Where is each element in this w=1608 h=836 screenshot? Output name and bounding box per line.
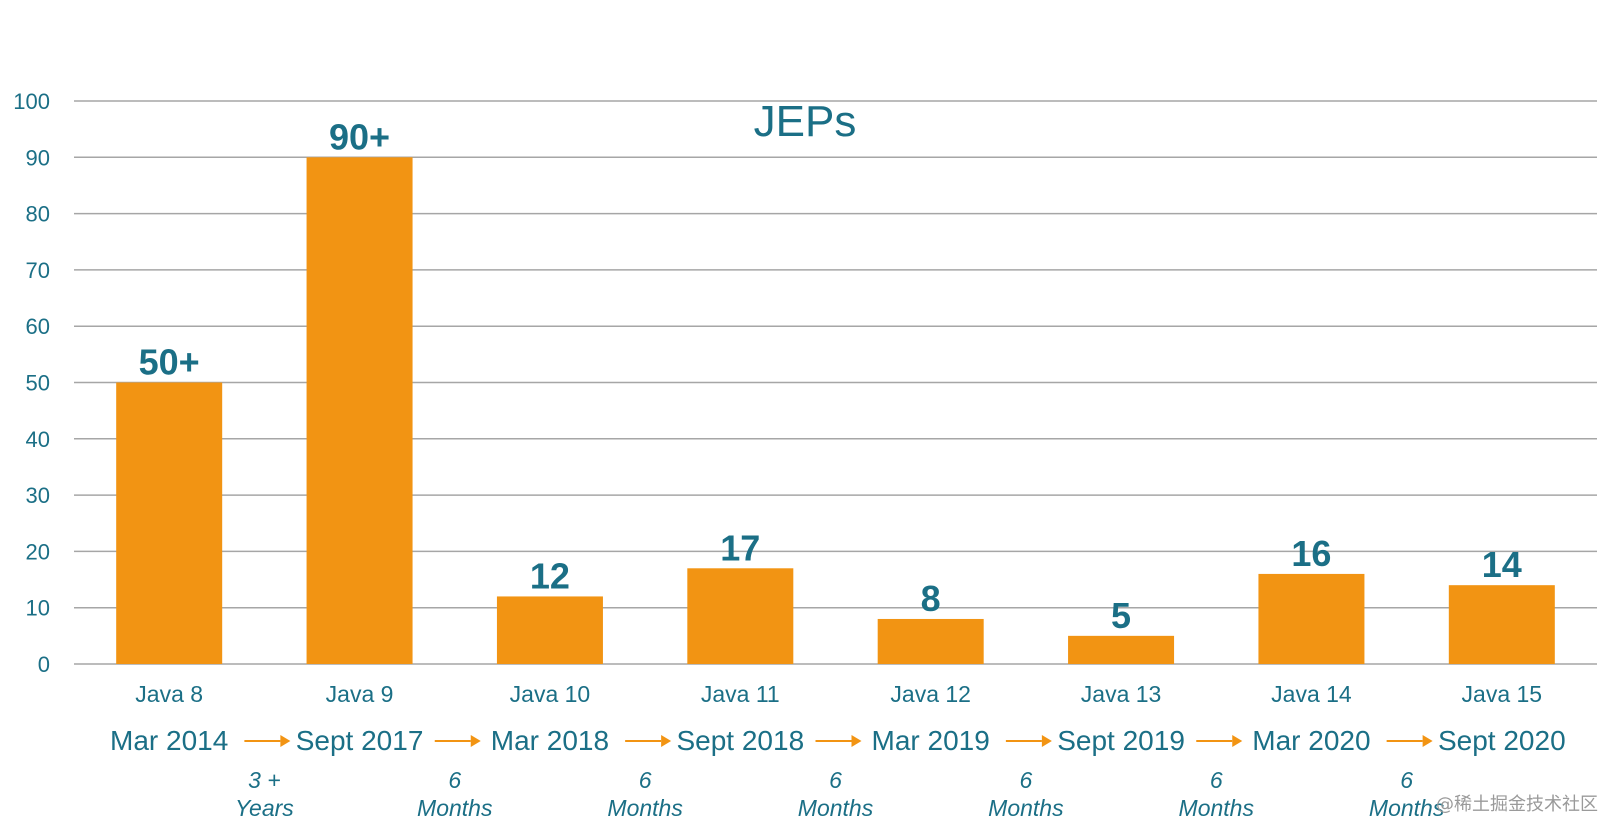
y-tick-label: 70 <box>26 258 50 283</box>
bar <box>687 568 794 664</box>
y-axis-ticks: 0 10 20 30 40 50 60 70 80 90 100 <box>13 89 50 677</box>
category-label: Java 9 <box>326 681 394 707</box>
data-label: 5 <box>1111 595 1131 636</box>
y-tick-label: 40 <box>26 427 50 452</box>
release-date-label: Mar 2018 <box>491 725 609 756</box>
release-gap-label: 6 <box>1210 767 1223 793</box>
release-gap-label: 6 <box>1400 767 1413 793</box>
y-tick-label: 100 <box>13 89 50 114</box>
release-gap-label: 3 + <box>248 767 281 793</box>
data-label: 90+ <box>329 116 390 157</box>
bars <box>116 157 1555 665</box>
chart-title: JEPs <box>754 97 857 146</box>
release-gap-label: 6 <box>448 767 461 793</box>
bar <box>1448 585 1555 664</box>
y-tick-label: 20 <box>26 539 50 564</box>
category-label: Java 14 <box>1271 681 1352 707</box>
timeline-arrows <box>244 735 1433 747</box>
watermark: @稀土掘金技术社区 <box>1436 794 1598 815</box>
release-date-label: Sept 2019 <box>1057 725 1185 756</box>
timeline-arrowhead <box>1041 735 1052 747</box>
bar <box>306 157 413 665</box>
bar <box>1258 573 1365 664</box>
y-tick-label: 50 <box>26 371 50 396</box>
category-label: Java 12 <box>890 681 971 707</box>
release-date-label: Mar 2014 <box>110 725 228 756</box>
release-date-label: Mar 2020 <box>1252 725 1370 756</box>
data-label: 12 <box>530 555 570 596</box>
release-date-labels: Mar 2014 Sept 2017 Mar 2018 Sept 2018 Mar 20… <box>110 725 1566 756</box>
y-tick-label: 10 <box>26 596 50 621</box>
release-gap-label: Months <box>798 795 874 821</box>
data-label: 50+ <box>139 342 200 383</box>
category-label: Java 8 <box>135 681 203 707</box>
release-gap-label: 6 <box>639 767 652 793</box>
data-label: 8 <box>921 578 941 619</box>
release-date-label: Sept 2017 <box>296 725 424 756</box>
data-labels: 50+ 90+ 12 17 8 5 16 14 <box>139 116 1522 636</box>
y-tick-label: 80 <box>26 202 50 227</box>
category-label: Java 11 <box>701 681 780 707</box>
timeline-arrowhead <box>1422 735 1433 747</box>
release-gap-label: Years <box>235 795 294 821</box>
bar <box>496 596 603 664</box>
data-label: 16 <box>1291 533 1331 574</box>
timeline-arrowhead <box>470 735 481 747</box>
data-label: 14 <box>1482 544 1522 585</box>
release-gap-label: 6 <box>1019 767 1032 793</box>
data-label: 17 <box>720 527 760 568</box>
timeline-arrowhead <box>280 735 291 747</box>
timeline-arrowhead <box>851 735 862 747</box>
category-labels: Java 8 Java 9 Java 10 Java 11 Java 12 Java 13… <box>135 681 1542 707</box>
category-label: Java 10 <box>510 681 591 707</box>
timeline-arrowhead <box>661 735 672 747</box>
bar <box>116 382 223 664</box>
y-tick-label: 60 <box>26 314 50 339</box>
release-gap-label: Months <box>1369 795 1445 821</box>
release-gap-labels: 3 +Years6Months6Months6Months6Months6Mon… <box>235 767 1445 821</box>
release-gap-label: Months <box>417 795 493 821</box>
bar <box>877 618 984 664</box>
release-date-label: Sept 2018 <box>676 725 804 756</box>
y-tick-label: 0 <box>38 652 50 677</box>
release-date-label: Sept 2020 <box>1438 725 1566 756</box>
release-gap-label: 6 <box>829 767 842 793</box>
y-tick-label: 30 <box>26 483 50 508</box>
release-gap-label: Months <box>988 795 1064 821</box>
gridlines <box>74 100 1597 665</box>
y-tick-label: 90 <box>26 145 50 170</box>
release-gap-label: Months <box>607 795 683 821</box>
bar <box>1068 635 1175 664</box>
release-date-label: Mar 2019 <box>872 725 990 756</box>
timeline-arrowhead <box>1232 735 1243 747</box>
category-label: Java 15 <box>1462 681 1543 707</box>
release-gap-label: Months <box>1179 795 1255 821</box>
category-label: Java 13 <box>1081 681 1162 707</box>
